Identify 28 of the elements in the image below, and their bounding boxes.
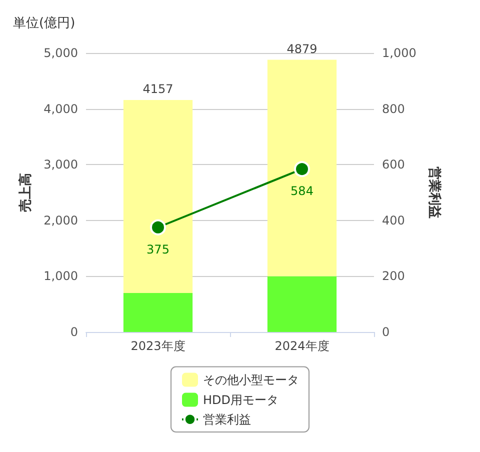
y2-tick-label: 200 bbox=[382, 269, 405, 284]
y2-tick-label: 600 bbox=[382, 158, 405, 172]
y2-tick-label: 1,000 bbox=[382, 46, 416, 60]
legend-label: 営業利益 bbox=[203, 412, 251, 426]
total-label: 4157 bbox=[142, 82, 174, 96]
bar bbox=[267, 60, 337, 276]
y2-tick-label: 400 bbox=[382, 213, 405, 228]
y-tick-label: 3,000 bbox=[44, 158, 78, 172]
y-tick-label: 4,000 bbox=[44, 102, 78, 116]
y-axis-title: 売上高 bbox=[18, 173, 34, 212]
y-tick-label: 2,000 bbox=[44, 213, 78, 228]
legend-label: HDD用モータ bbox=[203, 392, 279, 407]
y2-tick-label: 800 bbox=[382, 102, 405, 116]
legend-label: その他小型モータ bbox=[203, 372, 299, 387]
y-tick-label: 0 bbox=[70, 325, 78, 339]
total-label: 4879 bbox=[286, 42, 318, 56]
y2-axis-title: 営業利益 bbox=[426, 166, 442, 218]
x-tick-label: 2024年度 bbox=[274, 339, 330, 353]
data-label: 375 bbox=[146, 242, 170, 256]
bar bbox=[123, 100, 193, 293]
y2-tick-label: 0 bbox=[382, 325, 390, 339]
x-tick-label: 2023年度 bbox=[130, 339, 186, 353]
y-tick-label: 5,000 bbox=[44, 46, 78, 60]
chart-title: 単位(億円) bbox=[13, 16, 76, 31]
y-tick-label: 1,000 bbox=[44, 269, 78, 284]
bar bbox=[267, 276, 337, 332]
bar bbox=[123, 292, 193, 332]
data-label: 584 bbox=[290, 184, 314, 198]
